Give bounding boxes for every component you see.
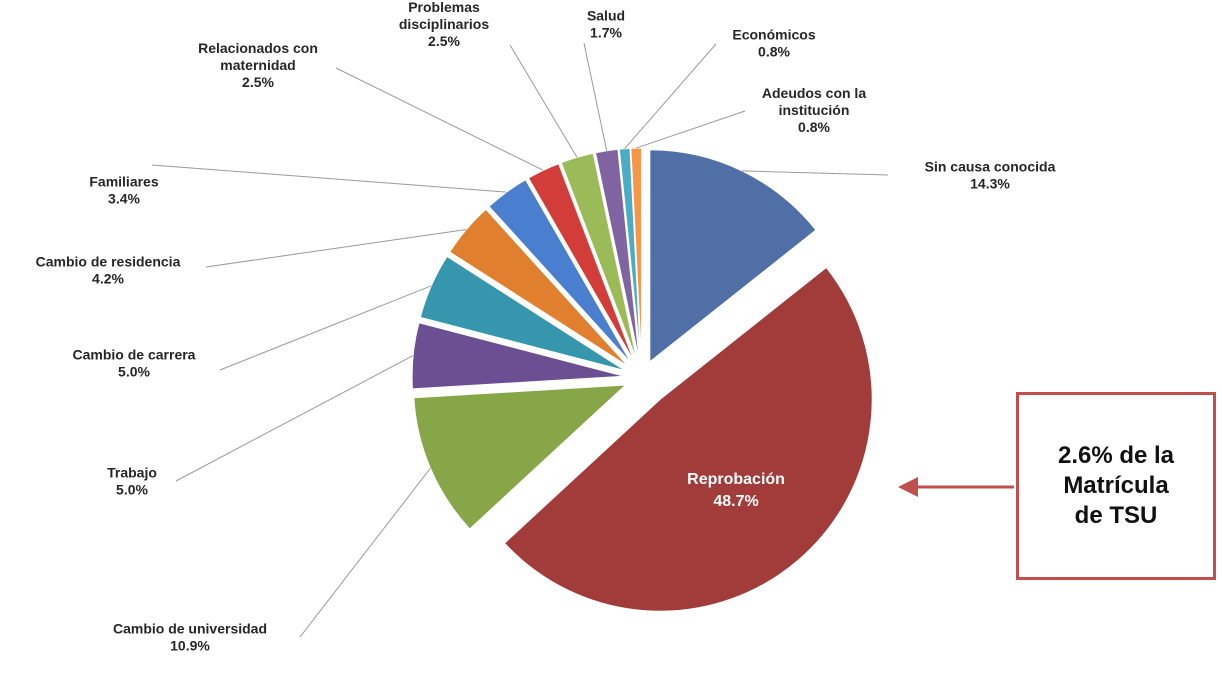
slice-label-percent: 4.2% <box>92 271 124 287</box>
callout-box: 2.6% de la Matrícula de TSU <box>1016 392 1216 580</box>
leader-line <box>175 355 414 482</box>
pie-slices <box>411 147 873 612</box>
slice-label-percent: 5.0% <box>116 482 148 498</box>
callout-arrow <box>898 477 1014 497</box>
callout-arrow-head <box>898 477 918 497</box>
slice-label-name: Adeudos con la <box>762 85 866 101</box>
slice-label-percent: 2.5% <box>242 74 274 90</box>
pie-slice-cambio-de-residencia <box>449 208 629 367</box>
slice-label-name: Cambio de universidad <box>113 621 267 637</box>
slice-label-name: Cambio de carrera <box>73 347 196 363</box>
slice-label-name: Familiares <box>89 174 158 190</box>
slice-label-percent: 1.7% <box>590 25 622 41</box>
pie-slice-trabajo <box>411 322 625 390</box>
pie-slice-reprobación <box>503 266 873 612</box>
slice-label-percent: 5.0% <box>118 364 150 380</box>
leader-line <box>583 42 608 151</box>
leader-line <box>636 110 746 149</box>
slice-label-name: Cambio de residencia <box>36 254 181 270</box>
slice-label-percent: 10.9% <box>170 638 210 654</box>
slice-label-percent: 3.4% <box>108 191 140 207</box>
slice-label-percent: 14.3% <box>970 176 1010 192</box>
pie-slice-económicos <box>618 147 642 361</box>
leader-line <box>299 467 431 638</box>
leader-line <box>151 164 507 193</box>
slice-label-percent: 0.8% <box>798 119 830 135</box>
slice-label-percent: 48.7% <box>713 493 758 510</box>
pie-slice-familiares <box>488 179 632 364</box>
pie-slice-cambio-de-universidad <box>413 384 627 530</box>
slice-label-name: Salud <box>587 8 625 24</box>
leader-line <box>335 67 544 171</box>
slice-label-percent: 2.5% <box>428 33 460 49</box>
leader-line <box>742 170 889 176</box>
slice-label-percent: 0.8% <box>758 44 790 60</box>
slice-label-name: Trabajo <box>107 465 157 481</box>
slice-label-name: Económicos <box>732 27 815 43</box>
leader-line <box>219 285 432 371</box>
slice-label-name: disciplinarios <box>399 16 489 32</box>
leader-line <box>624 43 717 149</box>
slice-label-name: maternidad <box>220 57 295 73</box>
slice-label-name: Reprobación <box>687 471 785 488</box>
callout-text: 2.6% de la Matrícula de TSU <box>1057 442 1175 529</box>
slice-label-name: Sin causa conocida <box>925 159 1056 175</box>
slice-label-name: Problemas <box>408 0 480 15</box>
slice-label-name: Relacionados con <box>198 40 318 56</box>
slice-label-name: institución <box>779 102 850 118</box>
leader-line <box>205 228 467 268</box>
leader-line <box>509 44 578 158</box>
leader-lines <box>151 42 889 638</box>
